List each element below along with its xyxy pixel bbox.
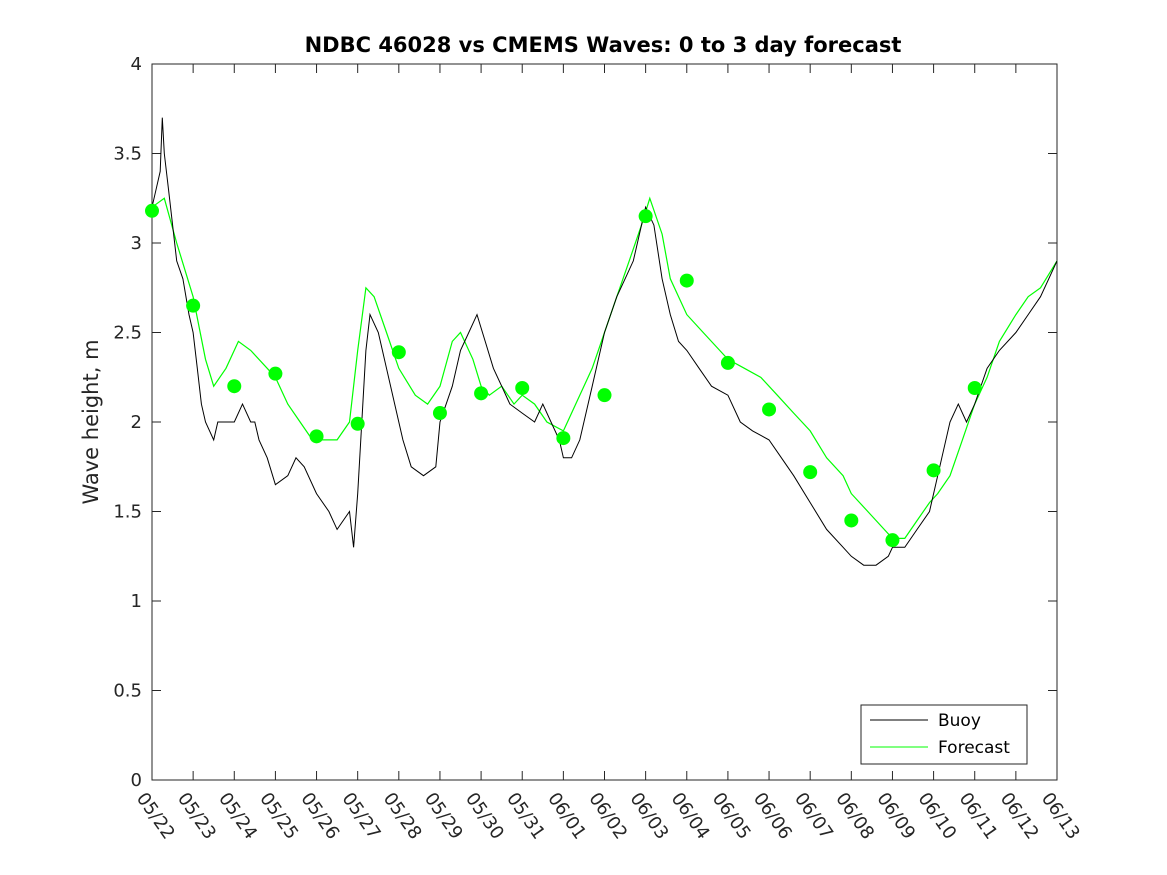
x-tick-label: 06/05 (708, 789, 755, 844)
forecast-point (556, 431, 571, 446)
x-tick-label: 05/29 (420, 789, 467, 844)
y-axis-label: Wave height, m (79, 339, 103, 504)
x-tick-label: 06/04 (667, 789, 714, 844)
y-axis-ticks: 0 0.5 1 1.5 2 2.5 3 3.5 4 (113, 54, 1057, 791)
legend-box (860, 704, 1028, 765)
legend-forecast-label: Forecast (938, 738, 1010, 758)
x-tick-label: 05/25 (255, 789, 302, 844)
y-tick-label: 2.5 (113, 323, 142, 344)
forecast-point (515, 380, 530, 395)
forecast-point (432, 406, 447, 421)
forecast-point (391, 345, 406, 360)
x-tick-label: 06/06 (749, 789, 796, 844)
y-tick-label: 3 (131, 233, 142, 254)
x-tick-label: 05/31 (502, 789, 549, 844)
x-tick-label: 06/13 (1037, 789, 1084, 844)
x-tick-label: 06/08 (831, 789, 878, 844)
forecast-point (227, 379, 242, 394)
x-tick-label: 06/02 (584, 789, 631, 844)
x-tick-label: 05/28 (379, 789, 426, 844)
forecast-point (145, 203, 159, 218)
x-tick-label: 06/12 (996, 789, 1043, 844)
x-tick-label: 06/09 (872, 789, 919, 844)
forecast-point (350, 416, 365, 431)
forecast-point (967, 380, 982, 395)
x-tick-label: 06/11 (955, 789, 1002, 844)
y-tick-label: 0.5 (113, 681, 142, 702)
x-tick-label: 06/07 (790, 789, 837, 844)
forecast-point (186, 298, 201, 313)
y-tick-label: 4 (131, 54, 142, 75)
series-layer (145, 117, 1058, 566)
y-tick-label: 2 (131, 412, 142, 433)
x-tick-label: 06/01 (543, 789, 590, 844)
y-tick-label: 1 (131, 591, 142, 612)
forecast-point (268, 366, 283, 381)
buoy-line (151, 117, 1058, 566)
x-tick-label: 05/22 (132, 789, 179, 844)
forecast-line (151, 196, 1058, 539)
x-tick-label: 05/26 (296, 789, 343, 844)
x-tick-label: 05/27 (338, 789, 385, 844)
x-tick-label: 05/23 (173, 789, 220, 844)
y-tick-label: 1.5 (113, 502, 142, 523)
x-tick-label: 05/30 (461, 789, 508, 844)
forecast-point (720, 355, 735, 370)
legend: Buoy Forecast (860, 704, 1028, 765)
y-tick-label: 3.5 (113, 144, 142, 165)
x-tick-label: 06/10 (913, 789, 960, 844)
forecast-point (474, 386, 489, 401)
forecast-point (926, 463, 941, 478)
x-tick-label: 05/24 (214, 789, 261, 844)
forecast-point (844, 513, 859, 528)
chart-title: NDBC 46028 vs CMEMS Waves: 0 to 3 day fo… (305, 33, 902, 57)
forecast-point (638, 209, 653, 224)
plot-area (151, 63, 1058, 781)
forecast-point (803, 465, 818, 480)
forecast-point (885, 533, 900, 548)
x-tick-label: 06/03 (626, 789, 673, 844)
forecast-point (309, 429, 324, 444)
forecast-point (597, 388, 612, 403)
forecast-point (679, 273, 694, 288)
legend-buoy-label: Buoy (938, 711, 981, 731)
y-tick-label: 0 (131, 770, 142, 791)
forecast-point (762, 402, 777, 417)
